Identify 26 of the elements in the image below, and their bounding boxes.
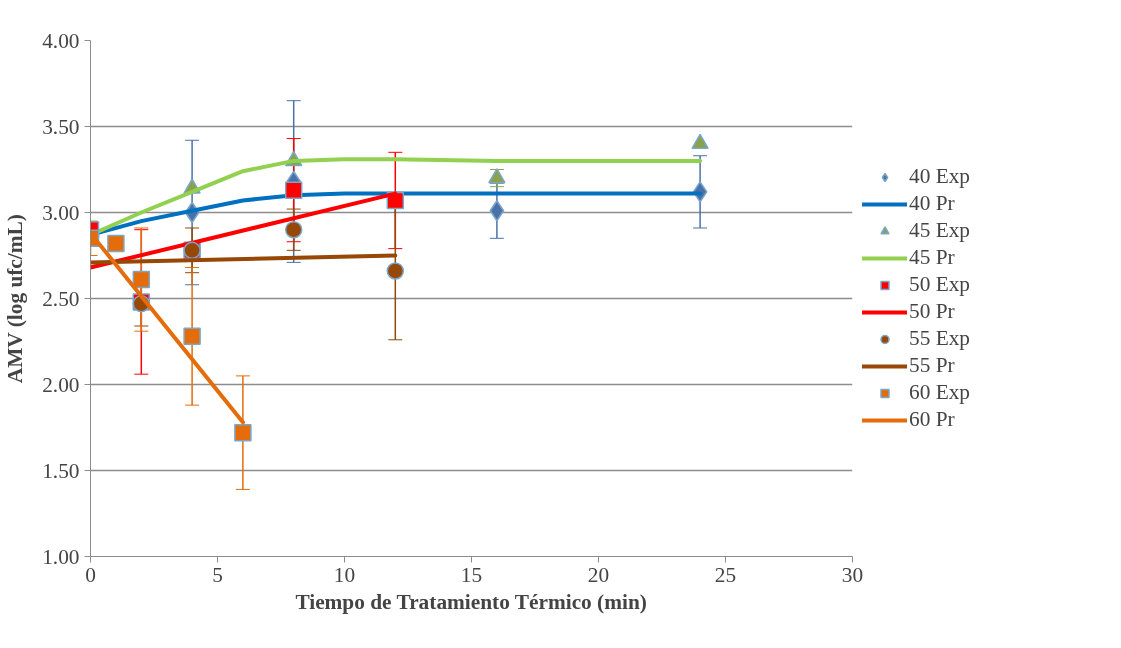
legend-label: 45 Exp (909, 218, 971, 243)
y-tick-label: 2.50 (42, 286, 80, 311)
y-tick-label: 2.00 (42, 372, 80, 397)
legend-label: 40 Exp (909, 164, 971, 189)
y-tick-label: 3.50 (42, 114, 80, 139)
legend-label: 45 Pr (909, 245, 955, 270)
x-tick-label: 30 (841, 562, 864, 587)
y-axis-title: AMV (log ufc/mL) (3, 214, 28, 384)
x-tick-label: 10 (333, 562, 356, 587)
x-tick-label: 15 (460, 562, 483, 587)
x-axis-title: Tiempo de Tratamiento Térmico (min) (295, 589, 647, 614)
legend-label: 60 Pr (909, 407, 955, 432)
legend-label: 50 Exp (909, 272, 971, 297)
legend-label: 55 Exp (909, 326, 971, 351)
y-tick-label: 3.00 (42, 200, 80, 225)
legend-label: 50 Pr (909, 299, 955, 324)
y-tick-label: 4.00 (42, 28, 80, 53)
y-tick-label: 1.50 (42, 458, 80, 483)
legend-label: 40 Pr (909, 191, 955, 216)
x-tick-label: 0 (85, 562, 96, 587)
legend-label: 55 Pr (909, 353, 955, 378)
x-tick-label: 20 (587, 562, 610, 587)
y-tick-label: 1.00 (42, 544, 80, 569)
legend-label: 60 Exp (909, 380, 971, 405)
x-tick-label: 25 (714, 562, 737, 587)
x-tick-label: 5 (212, 562, 223, 587)
